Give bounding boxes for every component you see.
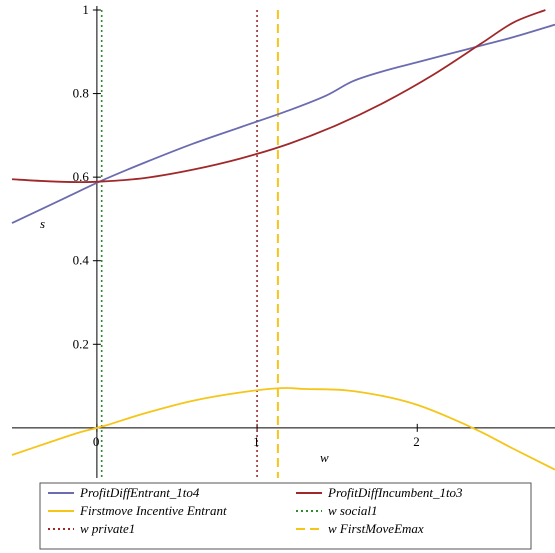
vertical-reference-lines [100,10,279,478]
axes [12,6,555,478]
series-line-3 [11,387,555,471]
legend-label: Firstmove Incentive Entrant [79,503,227,518]
legend-label: w private1 [80,521,135,536]
x-tick-label: 0 [93,434,100,449]
legend-label: ProfitDiffEntrant_1to4 [79,485,200,500]
x-tick-label: 1 [253,434,260,449]
series-line-2 [11,9,546,184]
legend-box [39,482,532,550]
tick-labels: 0 1 2 0.2 0.4 0.6 0.8 1 [73,2,420,449]
curves [11,9,555,471]
legend-label: w social1 [328,503,377,518]
y-tick-label: 0.4 [73,253,90,268]
legend: ProfitDiffEntrant_1to4 ProfitDiffIncumben… [39,482,532,550]
y-tick-label: 0.8 [73,86,89,101]
y-tick-label: 0.6 [73,169,90,184]
legend-label: ProfitDiffIncumbent_1to3 [327,485,463,500]
series-line-1 [11,23,555,224]
legend-label: w FirstMoveEmax [328,521,424,536]
x-tick-label: 2 [413,434,420,449]
y-axis-label: s [40,216,45,231]
y-tick-label: 1 [82,2,89,17]
x-axis-label: w [320,450,329,465]
y-tick-label: 0.2 [73,336,89,351]
